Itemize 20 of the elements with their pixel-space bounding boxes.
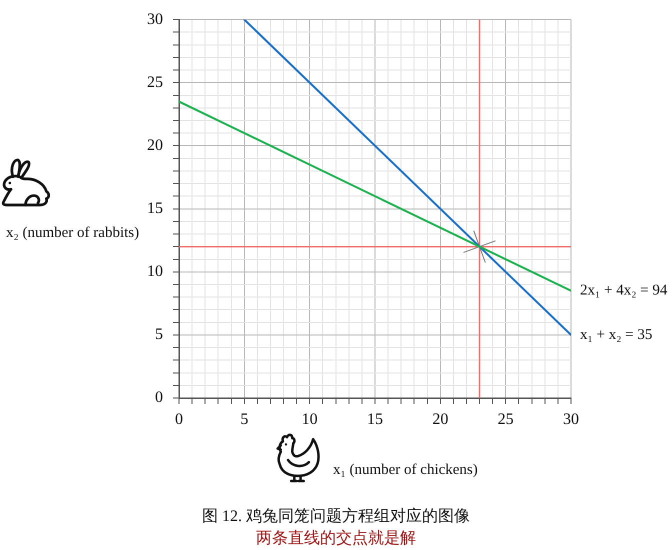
text: 图 12. 鸡兔同笼问题方程组对应的图像: [201, 507, 471, 527]
y-tick-label: 5: [155, 326, 163, 344]
y-tick-label: 25: [147, 74, 163, 91]
x-tick-label: 15: [367, 410, 383, 428]
x-axis-title: x₁ (number of chickens): [333, 461, 478, 479]
x-tick-label: 0: [175, 410, 183, 428]
y-tick-label: 10: [147, 263, 163, 280]
y-axis-title: x₂ (number of rabbits): [6, 224, 140, 242]
x-tick-label: 5: [240, 410, 248, 428]
x-tick-label: 20: [432, 410, 448, 428]
x-tick-label: 25: [498, 410, 514, 428]
y-tick-label: 0: [155, 389, 163, 406]
x-tick-label: 10: [302, 410, 318, 428]
x-tick-label: 30: [563, 410, 579, 428]
y-tick-label: 20: [147, 136, 163, 154]
text: 两条直线的交点就是解: [255, 529, 417, 549]
y-tick-label: 15: [147, 200, 163, 218]
series-label: x₁ + x₂ = 35: [580, 326, 652, 343]
series-label: 2x₁ + 4x₂ = 94: [580, 282, 668, 299]
y-tick-label: 30: [147, 10, 163, 28]
